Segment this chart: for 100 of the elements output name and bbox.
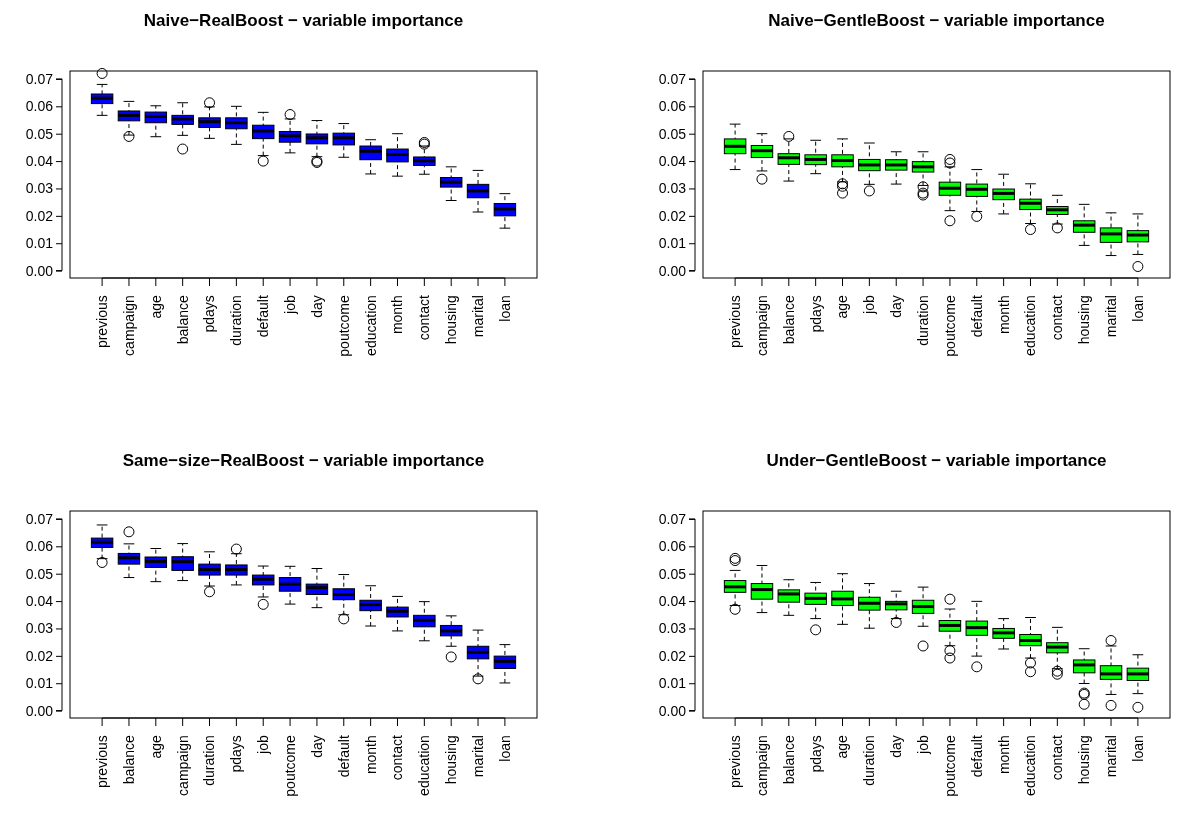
x-tick-label: balance xyxy=(780,734,797,785)
x-tick-label: education xyxy=(1022,295,1039,356)
x-tick-label: campaign xyxy=(753,295,770,356)
y-tick-label: 0.00 xyxy=(25,702,54,719)
y-tick-label: 0.05 xyxy=(25,125,54,142)
x-tick-label: default xyxy=(335,735,352,778)
x-tick-label: month xyxy=(995,295,1012,335)
x-tick-label: loan xyxy=(496,295,513,322)
y-tick-label: 0.04 xyxy=(658,593,687,610)
x-tick-label: default xyxy=(968,735,985,778)
x-tick-label: month xyxy=(995,735,1012,775)
x-tick-label: housing xyxy=(443,295,460,345)
x-tick-label: age xyxy=(834,294,851,319)
x-tick-label: housing xyxy=(1076,735,1093,785)
y-tick-label: 0.06 xyxy=(658,98,687,115)
x-tick-label: marital xyxy=(469,295,486,338)
x-tick-label: campaign xyxy=(753,735,770,796)
y-tick-label: 0.03 xyxy=(25,620,54,637)
x-tick-label: marital xyxy=(469,735,486,778)
y-tick-label: 0.07 xyxy=(25,70,54,87)
y-tick-label: 0.05 xyxy=(658,125,687,142)
y-tick-label: 0.03 xyxy=(658,180,687,197)
x-tick-label: job xyxy=(861,294,878,315)
x-tick-label: contact xyxy=(1049,735,1066,781)
x-tick-label: poutcome xyxy=(281,734,298,797)
x-tick-label: housing xyxy=(1076,295,1093,345)
x-tick-label: previous xyxy=(94,295,111,349)
x-tick-label: day xyxy=(888,295,905,318)
x-tick-label: day xyxy=(308,735,325,758)
x-tick-label: balance xyxy=(780,294,797,345)
x-tick-label: month xyxy=(389,295,406,335)
y-tick-label: 0.06 xyxy=(25,538,54,555)
x-tick-label: duration xyxy=(861,735,878,786)
x-tick-label: housing xyxy=(443,735,460,785)
x-tick-label: balance xyxy=(174,294,191,345)
x-tick-label: pdays xyxy=(201,295,218,333)
x-tick-label: contact xyxy=(1049,295,1066,341)
x-tick-label: job xyxy=(914,734,931,755)
x-tick-label: education xyxy=(362,295,379,356)
chart-title: Under−GentleBoost − variable importance xyxy=(766,451,1107,470)
y-tick-label: 0.06 xyxy=(25,98,54,115)
y-tick-label: 0.00 xyxy=(658,262,687,279)
y-tick-label: 0.04 xyxy=(25,593,54,610)
x-tick-label: default xyxy=(255,295,272,338)
x-tick-label: education xyxy=(416,735,433,796)
y-tick-label: 0.07 xyxy=(658,510,687,527)
y-tick-label: 0.07 xyxy=(658,70,687,87)
y-tick-label: 0.04 xyxy=(25,153,54,170)
x-tick-label: loan xyxy=(1129,295,1146,322)
x-tick-label: previous xyxy=(727,295,744,349)
y-tick-label: 0.06 xyxy=(658,538,687,555)
x-tick-label: balance xyxy=(120,734,137,785)
x-tick-label: age xyxy=(834,734,851,759)
x-tick-label: poutcome xyxy=(335,294,352,357)
x-tick-label: marital xyxy=(1102,735,1119,778)
x-tick-label: age xyxy=(147,294,164,319)
y-tick-label: 0.03 xyxy=(25,180,54,197)
x-tick-label: duration xyxy=(228,295,245,346)
y-tick-label: 0.02 xyxy=(25,207,54,224)
x-tick-label: education xyxy=(1022,735,1039,796)
y-tick-label: 0.02 xyxy=(658,207,687,224)
x-tick-label: poutcome xyxy=(941,734,958,797)
y-tick-label: 0.05 xyxy=(25,565,54,582)
y-tick-label: 0.00 xyxy=(25,262,54,279)
x-tick-label: campaign xyxy=(120,295,137,356)
y-tick-label: 0.03 xyxy=(658,620,687,637)
x-tick-label: loan xyxy=(1129,735,1146,762)
y-tick-label: 0.01 xyxy=(658,235,687,252)
y-tick-label: 0.02 xyxy=(25,647,54,664)
y-tick-label: 0.05 xyxy=(658,565,687,582)
x-tick-label: default xyxy=(968,295,985,338)
x-tick-label: contact xyxy=(416,295,433,341)
y-tick-label: 0.01 xyxy=(25,235,54,252)
x-tick-label: job xyxy=(255,734,272,755)
y-tick-label: 0.07 xyxy=(25,510,54,527)
y-tick-label: 0.04 xyxy=(658,153,687,170)
x-tick-label: previous xyxy=(727,735,744,789)
x-tick-label: loan xyxy=(496,735,513,762)
x-tick-label: day xyxy=(308,295,325,318)
x-tick-label: pdays xyxy=(228,735,245,773)
chart-title: Same−size−RealBoost − variable importance xyxy=(122,451,485,470)
y-tick-label: 0.02 xyxy=(658,647,687,664)
x-tick-label: poutcome xyxy=(941,294,958,357)
x-tick-label: duration xyxy=(201,735,218,786)
x-tick-label: month xyxy=(362,735,379,775)
x-tick-label: contact xyxy=(389,735,406,781)
x-tick-label: marital xyxy=(1102,295,1119,338)
chart-title: Naive−GentleBoost − variable importance xyxy=(768,11,1105,30)
y-tick-label: 0.00 xyxy=(658,702,687,719)
x-tick-label: pdays xyxy=(807,295,824,333)
x-tick-label: pdays xyxy=(807,735,824,773)
x-tick-label: previous xyxy=(94,735,111,789)
x-tick-label: day xyxy=(888,735,905,758)
chart-title: Naive−RealBoost − variable importance xyxy=(143,11,464,30)
y-tick-label: 0.01 xyxy=(658,675,687,692)
x-tick-label: campaign xyxy=(174,735,191,796)
x-tick-label: job xyxy=(281,294,298,315)
x-tick-label: age xyxy=(147,734,164,759)
y-tick-label: 0.01 xyxy=(25,675,54,692)
x-tick-label: duration xyxy=(914,295,931,346)
